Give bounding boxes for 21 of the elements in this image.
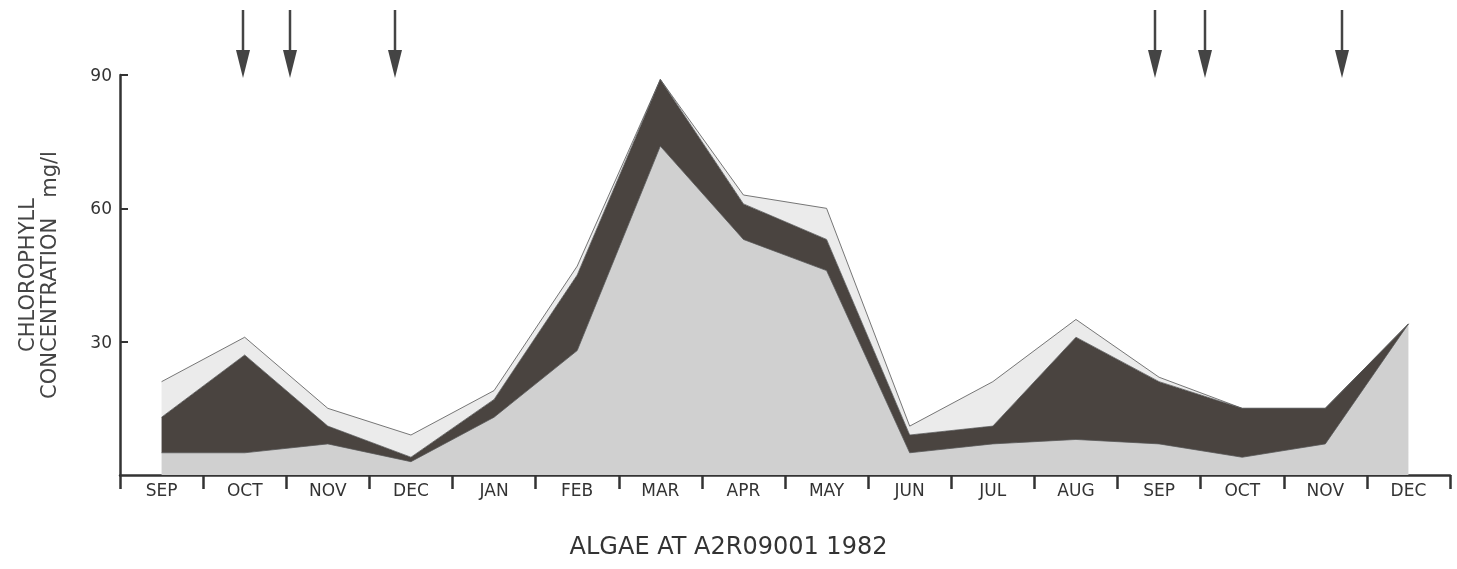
y-axis-title: CHLOROPHYLL CONCENTRATION mg/l <box>15 151 61 399</box>
x-tick-label: MAY <box>808 479 845 500</box>
x-tick-label: OCT <box>1224 479 1261 500</box>
x-tick-label: NOV <box>309 479 347 500</box>
x-tick-label: DEC <box>393 479 429 500</box>
x-tick-label: FEB <box>561 479 594 500</box>
x-tick-label: SEP <box>1143 479 1175 500</box>
x-tick-label: JAN <box>478 479 509 500</box>
y-tick-label: 60 <box>90 198 112 219</box>
y-tick-label: 90 <box>90 65 112 85</box>
x-tick-label: JUL <box>978 479 1007 500</box>
text: ALGAE AT A2R09001 1982 <box>569 532 888 560</box>
x-tick-label: NOV <box>1306 479 1345 500</box>
y-tick-label: 30 <box>90 331 112 352</box>
x-tick-label: APR <box>726 479 761 500</box>
x-tick-label: MAR <box>641 479 680 500</box>
x-tick-label: DEC <box>1390 479 1427 500</box>
x-tick-label: JUN <box>893 479 925 500</box>
x-tick-label: OCT <box>226 479 264 500</box>
x-tick-label: SEP <box>145 479 178 500</box>
x-tick-label: AUG <box>1057 479 1095 500</box>
